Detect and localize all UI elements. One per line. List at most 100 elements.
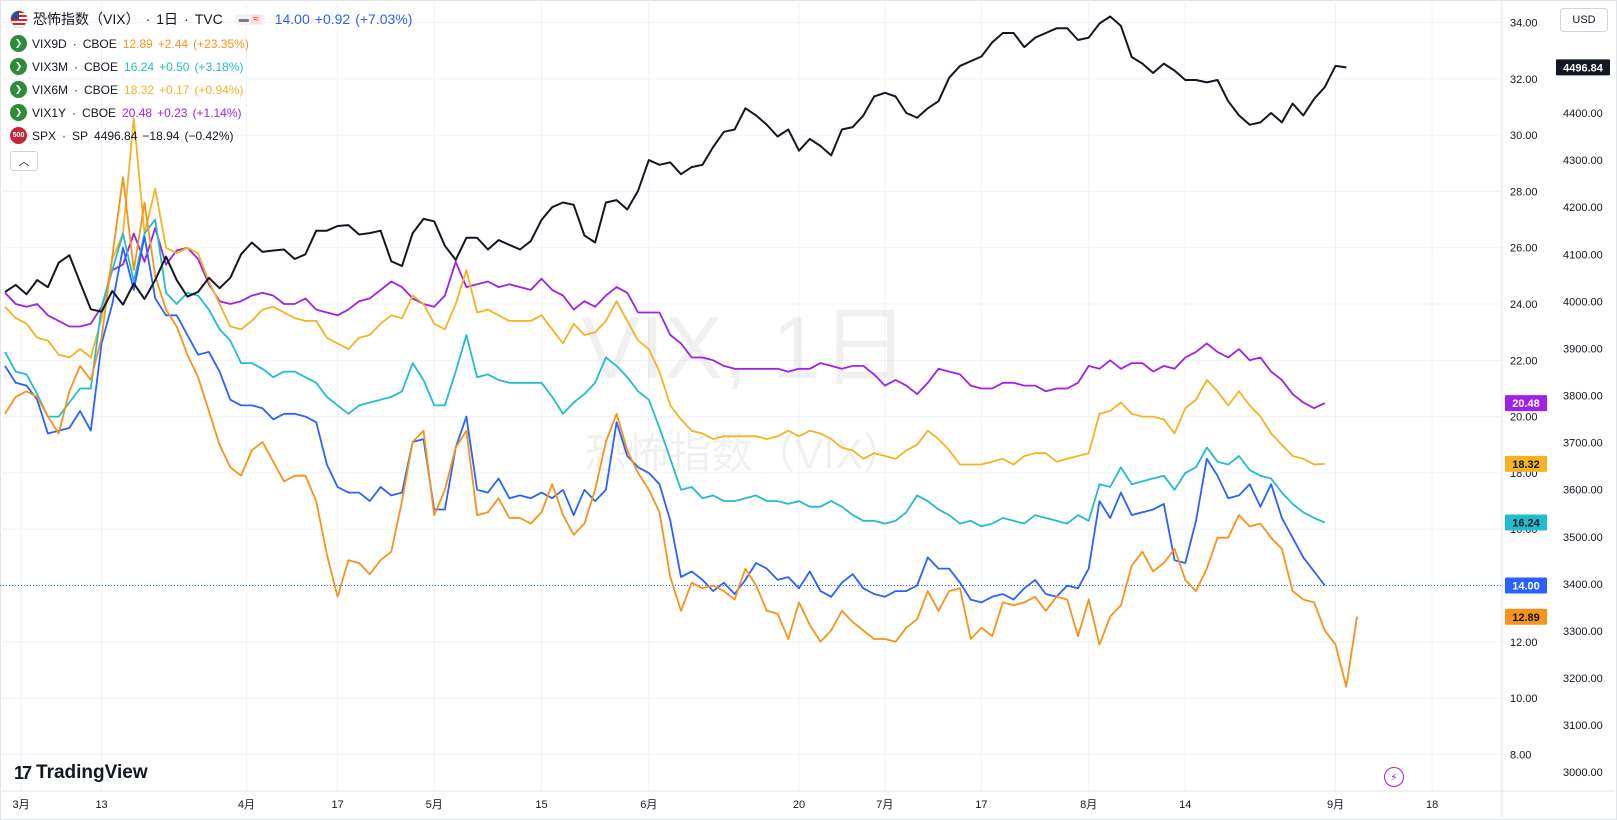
x-tick-label: 18: [1426, 799, 1438, 811]
last-value-text-vix3m: 16.24: [1512, 517, 1540, 529]
series-layer: [4, 15, 1358, 688]
right-tick-label: 3000.00: [1563, 767, 1603, 779]
legend-row-vix1y[interactable]: ❯ VIX1Y · CBOE 20.48 +0.23 (+1.14%): [10, 101, 417, 124]
us-flag-icon: [10, 10, 28, 28]
right-tick-label: 4300.00: [1563, 155, 1603, 167]
legend-symbol: VIX6M: [32, 82, 69, 97]
x-tick-label: 17: [332, 799, 344, 811]
last-value-badge-vix9d: [1505, 608, 1547, 625]
last-value-badge-vix: [1505, 577, 1547, 594]
green-arrow-icon: ❯: [10, 104, 27, 121]
last-value-text-vix: 14.00: [1512, 581, 1540, 593]
legend-change: +2.44: [157, 36, 189, 51]
watermark-line2: 恐怖指数（VIX）: [585, 430, 905, 477]
right-tick-label: 3700.00: [1563, 438, 1603, 450]
left-tick-label: 28.00: [1510, 186, 1538, 198]
main-symbol-interval: 1日: [156, 11, 179, 27]
minus-icon[interactable]: ▬: [238, 13, 249, 25]
main-symbol-title: 恐怖指数（VIX）: [33, 11, 140, 27]
legend-change: −18.94: [142, 128, 180, 143]
green-arrow-icon: ❯: [10, 35, 27, 52]
x-tick-label: 5月: [426, 799, 443, 811]
right-price-axis[interactable]: 3000.00 3100.00 3200.00 3300.00 3400.00 3500.…: [1563, 14, 1603, 779]
time-axis[interactable]: 3月 13 4月 17 5月 15 6月 20 7月 17 8月 14 9月 18: [13, 799, 1439, 811]
legend-change-pct: (−0.42%): [184, 128, 234, 143]
legend-exchange: CBOE: [84, 59, 119, 74]
legend-row-vix9d[interactable]: ❯ VIX9D · CBOE 12.89 +2.44 (+23.35%): [10, 32, 417, 55]
left-tick-label: 30.00: [1510, 130, 1538, 142]
approx-icon[interactable]: ≈: [250, 14, 261, 24]
legend-row-vix3m[interactable]: ❯ VIX3M · CBOE 16.24 +0.50 (+3.18%): [10, 55, 417, 78]
legend-row-spx[interactable]: 500 SPX · SP 4496.84 −18.94 (−0.42%): [10, 124, 417, 147]
x-tick-label: 14: [1179, 799, 1191, 811]
left-tick-label: 22.00: [1510, 355, 1538, 367]
chart-style-toggle[interactable]: ▬ ≈: [234, 13, 265, 25]
legend-value: 4496.84: [94, 128, 138, 143]
main-symbol-dot: ·: [145, 11, 151, 27]
left-tick-label: 34.00: [1510, 18, 1538, 30]
legend-exchange: SP: [72, 128, 89, 143]
last-value-text-spx: 4496.84: [1563, 62, 1604, 74]
right-tick-label: 3100.00: [1563, 720, 1603, 732]
tradingview-logo[interactable]: 17 TradingView: [14, 762, 148, 784]
legend-exchange: CBOE: [82, 105, 117, 120]
left-tick-label: 10.00: [1510, 693, 1538, 705]
series-line-spx[interactable]: [4, 15, 1347, 313]
legend-exchange: CBOE: [82, 36, 117, 51]
series-line-vix1y[interactable]: [4, 227, 1326, 410]
series-line-vix[interactable]: [4, 235, 1326, 604]
left-price-axis[interactable]: 8.0010.0012.0014.0016.0018.0020.0022.002…: [1510, 18, 1538, 762]
x-tick-label: 15: [535, 799, 547, 811]
legend-change-pct: (+1.14%): [192, 105, 242, 120]
left-tick-label: 32.00: [1510, 74, 1538, 86]
last-value-labels: 20.48 18.32 16.24 14.00 12.89 4496.84: [1505, 59, 1610, 625]
x-tick-label: 9月: [1327, 799, 1344, 811]
x-tick-label: 3月: [13, 799, 30, 811]
right-tick-label: 3300.00: [1563, 626, 1603, 638]
logo-text: TradingView: [36, 762, 148, 783]
legend-exchange: CBOE: [84, 82, 119, 97]
green-arrow-icon: ❯: [10, 81, 27, 98]
legend-value: 16.24: [124, 59, 155, 74]
right-tick-label: 3600.00: [1563, 485, 1603, 497]
legend-row-vix6m[interactable]: ❯ VIX6M · CBOE 18.32 +0.17 (+0.94%): [10, 78, 417, 101]
series-line-vix3m[interactable]: [4, 218, 1326, 528]
legend-change: +0.50: [159, 59, 190, 74]
last-value-badge-vix3m: [1505, 514, 1547, 531]
x-tick-label: 8月: [1080, 799, 1097, 811]
legend-value: 18.32: [124, 82, 155, 97]
main-change: +0.92: [314, 11, 351, 27]
legend-dot: ·: [74, 59, 79, 74]
legend-dot: ·: [74, 82, 79, 97]
lightning-icon[interactable]: ⚡: [1384, 767, 1404, 787]
logo-mark: 17: [14, 762, 32, 783]
x-tick-label: 20: [793, 799, 805, 811]
last-value-badge-spx: [1556, 59, 1610, 76]
legend-main-row[interactable]: 恐怖指数（VIX） · 1日 · TVC ▬ ≈ 14.00 +0.92 (+7…: [10, 8, 417, 30]
last-value-badge-vix1y: [1505, 395, 1547, 412]
last-value-text-vix9d: 12.89: [1512, 612, 1540, 624]
right-tick-label: 4400.00: [1563, 108, 1603, 120]
legend-change-pct: (+0.94%): [194, 82, 244, 97]
legend-dot: ·: [72, 36, 77, 51]
right-tick-label: 4000.00: [1563, 296, 1603, 308]
x-tick-label: 17: [975, 799, 987, 811]
spx-500-icon: 500: [10, 127, 27, 144]
currency-selector[interactable]: USD: [1560, 8, 1608, 32]
legend-change: +0.17: [159, 82, 190, 97]
right-tick-label: 4100.00: [1563, 249, 1603, 261]
x-tick-label: 4月: [238, 799, 255, 811]
legend: 恐怖指数（VIX） · 1日 · TVC ▬ ≈ 14.00 +0.92 (+7…: [10, 8, 417, 171]
right-tick-label: 3400.00: [1563, 579, 1603, 591]
right-tick-label: 3900.00: [1563, 343, 1603, 355]
legend-dot: ·: [72, 105, 77, 120]
last-value-text-vix1y: 20.48: [1512, 398, 1540, 410]
left-tick-label: 20.00: [1510, 412, 1538, 424]
series-line-vix6m[interactable]: [4, 117, 1325, 466]
series-line-vix9d[interactable]: [4, 176, 1358, 688]
currency-label: USD: [1572, 14, 1596, 26]
legend-change: +0.23: [157, 105, 188, 120]
x-tick-label: 6月: [640, 799, 657, 811]
legend-collapse-button[interactable]: ︿: [10, 151, 38, 171]
